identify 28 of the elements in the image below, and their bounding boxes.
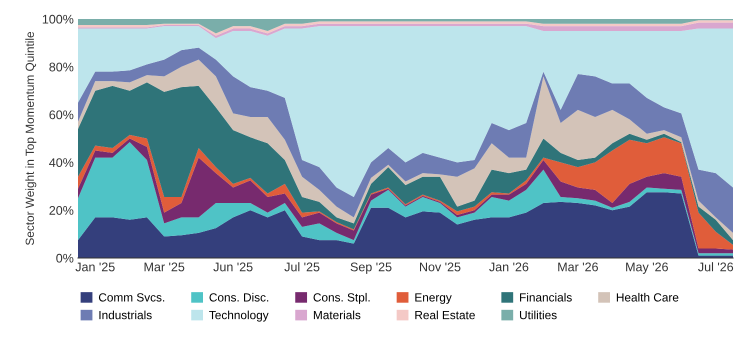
x-tick-label: Jul '25: [284, 262, 320, 272]
y-tick-label: 40%: [49, 158, 74, 168]
x-tick-label: Jul '26: [698, 262, 734, 272]
legend-label: Health Care: [616, 292, 678, 302]
y-tick-label: 0%: [56, 254, 74, 263]
legend-label: Comm Svcs.: [98, 293, 164, 302]
x-tick-label: Jan '25: [75, 262, 115, 272]
legend-label: Cons. Stpl.: [314, 292, 370, 304]
legend-label: Financials: [520, 292, 572, 302]
legend-label: Energy: [415, 293, 452, 304]
x-tick-label: Mar '25: [144, 262, 184, 272]
x-tick-label: Jan '26: [489, 262, 528, 272]
x-tick-label: Jun '25: [213, 262, 253, 272]
x-tick-label: Mar '26: [558, 262, 598, 272]
y-tick-label: 60%: [49, 110, 74, 120]
legend-label: Technology: [209, 310, 269, 322]
x-tick-label: May '26: [626, 262, 668, 274]
legend-label: Real Estate: [415, 310, 475, 320]
x-tick-label: Sep '25: [350, 262, 392, 274]
y-tick-label: 80%: [49, 62, 74, 72]
y-tick-label: 100%: [42, 14, 74, 24]
legend-label: Cons. Disc.: [210, 292, 268, 302]
legend-label: Industrials: [99, 310, 152, 320]
legend-label: Utilities: [520, 310, 557, 320]
legend-label: Materials: [314, 310, 360, 320]
y-tick-label: 20%: [49, 206, 74, 215]
x-tick-label: Nov '25: [420, 262, 460, 272]
y-axis-title: Sector Weight in Top Momentum Quintile: [25, 32, 36, 246]
